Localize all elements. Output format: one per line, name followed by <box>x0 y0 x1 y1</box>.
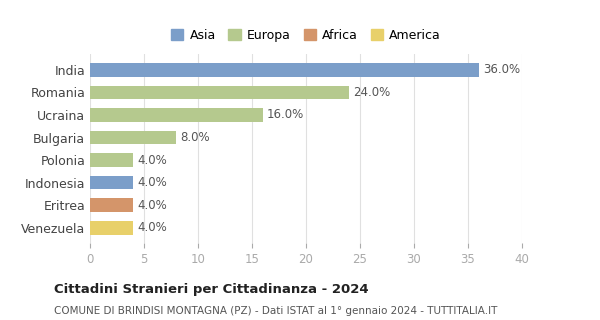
Text: 8.0%: 8.0% <box>181 131 211 144</box>
Bar <box>90 198 133 212</box>
Bar <box>90 153 133 167</box>
Bar <box>90 63 479 76</box>
Text: 16.0%: 16.0% <box>267 108 304 121</box>
Text: 36.0%: 36.0% <box>483 63 520 76</box>
Bar <box>90 176 133 189</box>
Text: 24.0%: 24.0% <box>353 86 391 99</box>
Bar <box>90 108 263 122</box>
Bar <box>90 131 176 144</box>
Bar <box>90 85 349 99</box>
Text: 4.0%: 4.0% <box>137 221 167 234</box>
Text: Cittadini Stranieri per Cittadinanza - 2024: Cittadini Stranieri per Cittadinanza - 2… <box>54 283 368 296</box>
Bar <box>90 221 133 235</box>
Text: 4.0%: 4.0% <box>137 199 167 212</box>
Text: 4.0%: 4.0% <box>137 176 167 189</box>
Legend: Asia, Europa, Africa, America: Asia, Europa, Africa, America <box>164 23 448 48</box>
Text: COMUNE DI BRINDISI MONTAGNA (PZ) - Dati ISTAT al 1° gennaio 2024 - TUTTITALIA.IT: COMUNE DI BRINDISI MONTAGNA (PZ) - Dati … <box>54 306 497 316</box>
Text: 4.0%: 4.0% <box>137 154 167 167</box>
